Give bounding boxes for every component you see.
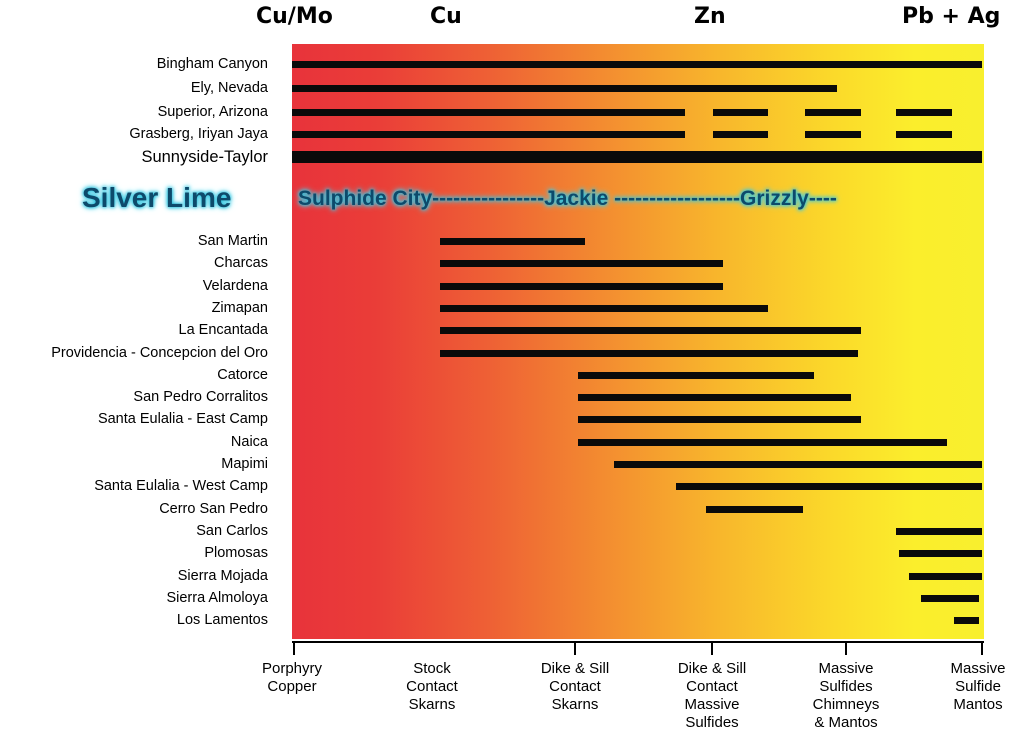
deposit-label-grasberg-iriyan-jaya: Grasberg, Iriyan Jaya	[129, 126, 268, 142]
deposit-bar-superior-arizona-1	[712, 108, 769, 116]
deposit-label-san-carlos: San Carlos	[196, 523, 268, 539]
metal-header-cu: Cu	[430, 4, 462, 29]
x-axis-tick	[574, 641, 576, 655]
deposit-bar-san-martin-0	[439, 237, 585, 245]
x-axis-category-4: Dike & Sill Contact Massive Sulfides	[677, 660, 747, 731]
x-axis-tick	[293, 641, 295, 655]
deposit-bar-santa-eulalia-west-camp-0	[675, 482, 982, 490]
deposit-label-velardena: Velardena	[202, 278, 268, 294]
deposit-bar-san-pedro-corralitos-0	[577, 393, 851, 401]
silver-lime-title: Silver Lime	[82, 182, 232, 213]
deposit-bar-la-encantada-0	[439, 326, 861, 334]
deposit-bar-grasberg-iriyan-jaya-2	[805, 130, 861, 138]
x-axis-category-5: Massive Sulfides Chimneys & Mantos	[812, 660, 880, 731]
deposit-bar-grasberg-iriyan-jaya-0	[292, 130, 686, 138]
deposit-bar-grasberg-iriyan-jaya-1	[712, 130, 769, 138]
deposit-label-bingham-canyon: Bingham Canyon	[156, 56, 268, 72]
deposit-bar-sunnyside-taylor-0	[292, 151, 982, 163]
deposit-bar-grasberg-iriyan-jaya-3	[896, 130, 952, 138]
deposit-bar-superior-arizona-2	[805, 108, 861, 116]
deposit-bar-velardena-0	[439, 282, 723, 290]
x-axis-category-2: Stock Contact Skarns	[406, 660, 458, 713]
deposit-bar-mapimi-0	[613, 460, 982, 468]
deposit-bar-bingham-canyon-0	[292, 60, 982, 68]
deposit-label-zimapan: Zimapan	[211, 300, 268, 316]
deposit-label-sunnyside-taylor: Sunnyside-Taylor	[141, 148, 268, 166]
deposit-label-san-martin: San Martin	[197, 233, 268, 249]
x-axis-tick	[845, 641, 847, 655]
x-axis-category-6: Massive Sulfide Mantos	[950, 660, 1006, 713]
deposit-bar-plomosas-0	[899, 549, 982, 557]
deposit-label-sierra-almoloya: Sierra Almoloya	[166, 590, 268, 606]
deposit-label-charcas: Charcas	[214, 255, 268, 271]
deposit-bar-sierra-mojada-0	[908, 572, 982, 580]
deposit-bar-los-lamentos-0	[954, 616, 980, 624]
deposit-bar-sierra-almoloya-0	[921, 594, 980, 602]
deposit-label-santa-eulalia-west-camp: Santa Eulalia - West Camp	[94, 478, 268, 494]
deposit-bar-superior-arizona-0	[292, 108, 686, 116]
deposit-label-mapimi: Mapimi	[221, 456, 268, 472]
x-axis-tick	[981, 641, 983, 655]
deposit-label-plomosas: Plomosas	[204, 545, 268, 561]
silver-lime-band-text: Sulphide City----------------Jackie ----…	[298, 187, 837, 210]
deposit-label-santa-eulalia-east-camp: Santa Eulalia - East Camp	[97, 411, 268, 427]
x-axis-category-3: Dike & Sill Contact Skarns	[540, 660, 610, 713]
deposit-bar-zimapan-0	[439, 304, 769, 312]
deposit-bar-charcas-0	[439, 259, 723, 267]
x-axis-line	[292, 641, 984, 643]
deposit-bar-superior-arizona-3	[896, 108, 952, 116]
deposit-label-cerro-san-pedro: Cerro San Pedro	[159, 501, 268, 517]
deposit-label-los-lamentos: Los Lamentos	[176, 612, 268, 628]
deposit-label-ely-nevada: Ely, Nevada	[190, 80, 268, 96]
metal-header-cu-mo: Cu/Mo	[256, 4, 333, 29]
zonation-gradient-background	[292, 44, 984, 639]
deposit-bar-catorce-0	[577, 371, 814, 379]
deposit-label-providencia-concepcion-del-oro: Providencia - Concepcion del Oro	[51, 345, 268, 361]
deposit-label-san-pedro-corralitos: San Pedro Corralitos	[133, 389, 268, 405]
deposit-bar-cerro-san-pedro-0	[706, 505, 803, 513]
deposit-label-sierra-mojada: Sierra Mojada	[177, 568, 268, 584]
x-axis-category-1: Porphyry Copper	[261, 660, 323, 695]
deposit-label-catorce: Catorce	[217, 367, 268, 383]
deposit-bar-santa-eulalia-east-camp-0	[577, 415, 861, 423]
x-axis-tick	[711, 641, 713, 655]
deposit-bar-naica-0	[577, 438, 948, 446]
metal-header-pb-ag: Pb + Ag	[902, 4, 1001, 29]
deposit-bar-san-carlos-0	[896, 527, 982, 535]
deposit-label-la-encantada: La Encantada	[178, 322, 269, 338]
deposit-label-naica: Naica	[230, 434, 268, 450]
deposit-label-superior-arizona: Superior, Arizona	[157, 104, 268, 120]
metal-header-zn: Zn	[694, 4, 726, 29]
deposit-bar-ely-nevada-0	[292, 84, 838, 92]
deposit-bar-providencia-concepcion-del-oro-0	[439, 349, 858, 357]
